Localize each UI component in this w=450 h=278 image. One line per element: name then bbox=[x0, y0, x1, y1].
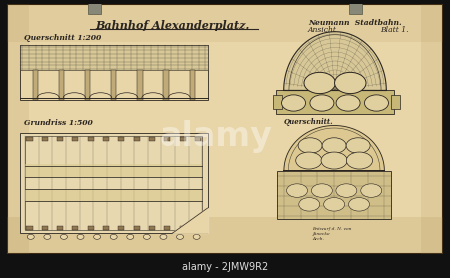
Bar bbox=[189, 70, 195, 101]
Ellipse shape bbox=[110, 234, 117, 239]
Bar bbox=[134, 136, 140, 141]
Text: Entwurf d. N. von
Jänecke
Arch.: Entwurf d. N. von Jänecke Arch. bbox=[312, 227, 352, 240]
Polygon shape bbox=[173, 208, 207, 233]
Text: Blatt 1.: Blatt 1. bbox=[380, 26, 409, 34]
Bar bbox=[118, 136, 124, 141]
Bar bbox=[57, 136, 63, 141]
Bar bbox=[276, 91, 394, 114]
Bar bbox=[7, 4, 29, 254]
Bar bbox=[273, 95, 283, 109]
Ellipse shape bbox=[77, 234, 84, 239]
Bar bbox=[180, 226, 186, 230]
Ellipse shape bbox=[44, 234, 51, 239]
Text: Ansicht: Ansicht bbox=[308, 26, 337, 34]
Text: Querschnitt 1:200: Querschnitt 1:200 bbox=[24, 34, 101, 42]
Bar bbox=[421, 4, 443, 254]
Bar bbox=[103, 136, 109, 141]
Bar bbox=[27, 136, 32, 141]
Bar bbox=[137, 70, 143, 101]
Bar bbox=[20, 45, 207, 70]
Bar bbox=[164, 136, 171, 141]
Bar bbox=[277, 170, 391, 219]
Ellipse shape bbox=[336, 184, 357, 197]
Bar bbox=[103, 226, 109, 230]
Ellipse shape bbox=[94, 234, 101, 239]
Ellipse shape bbox=[60, 234, 68, 239]
Ellipse shape bbox=[361, 184, 382, 197]
Text: alamy - 2JMW9R2: alamy - 2JMW9R2 bbox=[182, 262, 268, 272]
Ellipse shape bbox=[304, 72, 335, 94]
Text: Bahnhof Alexanderplatz.: Bahnhof Alexanderplatz. bbox=[95, 20, 250, 31]
Bar bbox=[149, 136, 155, 141]
Ellipse shape bbox=[176, 234, 184, 239]
Bar bbox=[391, 95, 400, 109]
Bar bbox=[349, 0, 363, 14]
Bar bbox=[42, 136, 48, 141]
Bar bbox=[42, 226, 48, 230]
Bar bbox=[163, 70, 169, 101]
Bar bbox=[27, 226, 32, 230]
Bar bbox=[20, 46, 207, 101]
Bar bbox=[72, 226, 78, 230]
Bar bbox=[20, 133, 207, 233]
Ellipse shape bbox=[364, 95, 388, 111]
Bar bbox=[32, 70, 38, 101]
Ellipse shape bbox=[346, 152, 373, 169]
Ellipse shape bbox=[287, 184, 307, 197]
Bar bbox=[195, 136, 201, 141]
Text: Neumann  Stadtbahn.: Neumann Stadtbahn. bbox=[308, 19, 401, 27]
Bar bbox=[88, 136, 94, 141]
Ellipse shape bbox=[334, 72, 366, 94]
Ellipse shape bbox=[349, 198, 369, 211]
Ellipse shape bbox=[322, 138, 346, 153]
Ellipse shape bbox=[296, 152, 322, 169]
Text: Querschnitt.: Querschnitt. bbox=[284, 118, 333, 126]
Ellipse shape bbox=[160, 234, 167, 239]
Bar bbox=[72, 136, 78, 141]
Bar bbox=[25, 189, 202, 202]
Ellipse shape bbox=[193, 234, 200, 239]
Bar bbox=[134, 226, 140, 230]
Bar bbox=[180, 136, 186, 141]
Bar bbox=[7, 217, 443, 254]
Ellipse shape bbox=[298, 138, 322, 153]
Ellipse shape bbox=[127, 234, 134, 239]
Text: alamy: alamy bbox=[160, 120, 273, 153]
Bar bbox=[25, 136, 202, 230]
Ellipse shape bbox=[311, 184, 333, 197]
Polygon shape bbox=[173, 208, 207, 233]
Bar bbox=[25, 164, 202, 177]
Bar bbox=[7, 4, 443, 42]
Bar bbox=[149, 226, 155, 230]
Ellipse shape bbox=[310, 95, 334, 111]
Bar bbox=[58, 70, 64, 101]
Polygon shape bbox=[284, 32, 386, 91]
Bar bbox=[88, 226, 94, 230]
Ellipse shape bbox=[299, 198, 320, 211]
Bar bbox=[85, 70, 90, 101]
Bar bbox=[111, 70, 116, 101]
Bar bbox=[164, 226, 171, 230]
Text: Grundriss 1:500: Grundriss 1:500 bbox=[24, 119, 93, 127]
Ellipse shape bbox=[282, 95, 306, 111]
Bar bbox=[57, 226, 63, 230]
Polygon shape bbox=[284, 126, 384, 170]
Ellipse shape bbox=[321, 152, 347, 169]
Ellipse shape bbox=[346, 138, 370, 153]
Bar bbox=[87, 0, 101, 14]
Ellipse shape bbox=[144, 234, 150, 239]
Bar bbox=[195, 226, 201, 230]
Ellipse shape bbox=[27, 234, 34, 239]
Bar bbox=[118, 226, 124, 230]
Ellipse shape bbox=[336, 95, 360, 111]
Ellipse shape bbox=[324, 198, 345, 211]
